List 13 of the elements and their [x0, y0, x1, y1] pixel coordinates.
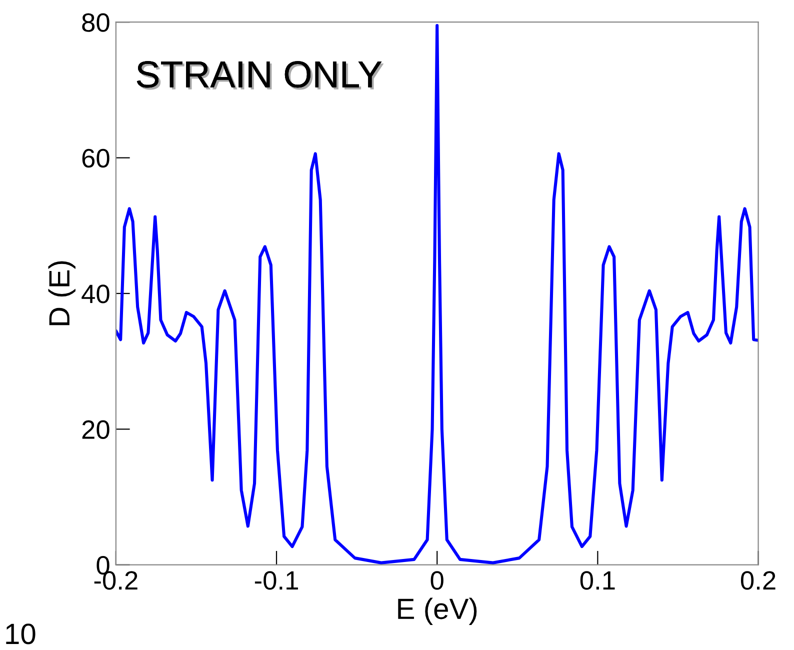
x-tick-label: 0.2 [740, 571, 776, 590]
x-tick-label: 0.1 [580, 571, 615, 590]
y-tick-label: 20 [82, 420, 110, 439]
x-tick-label: 0 [430, 571, 444, 590]
x-tick-label: -0.1 [254, 571, 298, 590]
y-tick-label: 80 [82, 13, 110, 32]
x-axis-title: E (eV) [398, 598, 477, 625]
y-tick-label: 40 [82, 284, 110, 304]
y-axis-title: D (E) [48, 261, 76, 326]
text: 10 [6, 624, 36, 644]
annotation: STRAIN ONLY [136, 61, 384, 90]
y-tick-label: 60 [82, 148, 110, 168]
line-series [116, 24, 758, 564]
